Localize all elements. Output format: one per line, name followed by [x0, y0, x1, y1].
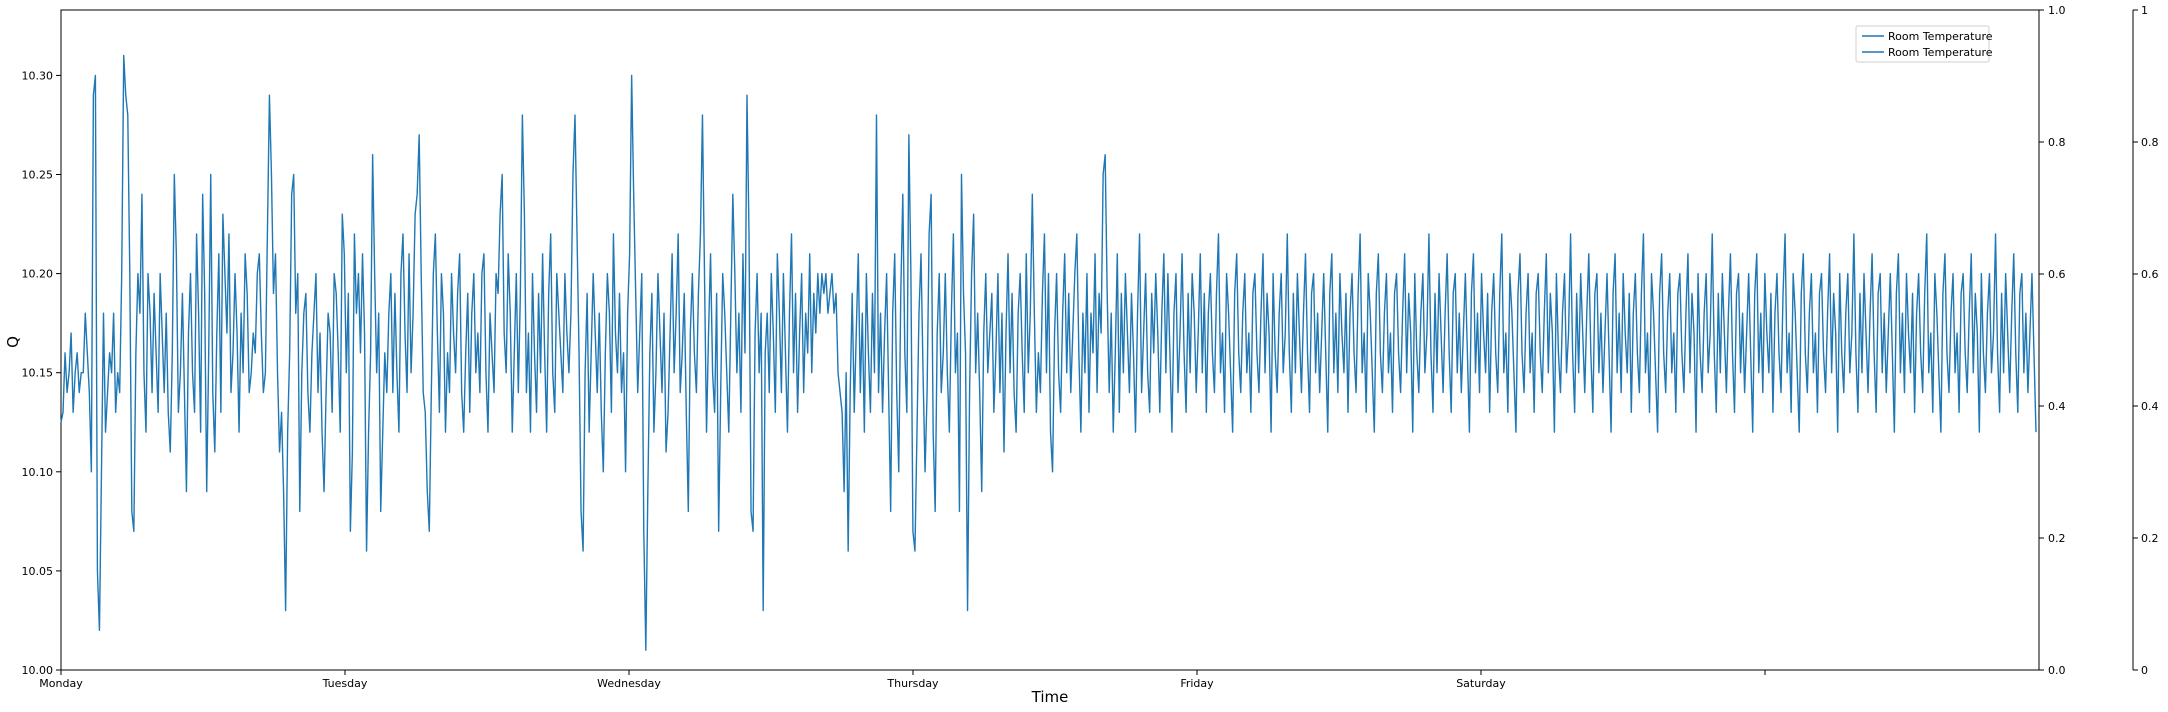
- series-line-room-temperature: [60, 54, 2037, 651]
- y-tick-label-far-right-1: 0.2: [2141, 532, 2159, 545]
- x-axis-label: Time: [1031, 688, 1069, 706]
- y-tick-label-left-5: 10.25: [22, 169, 54, 182]
- y-tick-label-far-right-5: 1: [2141, 4, 2148, 17]
- x-tick-label-5: Saturday: [1456, 677, 1506, 690]
- y-axis-label: Q: [4, 336, 22, 348]
- x-tick-label-4: Friday: [1180, 677, 1214, 690]
- legend: Room Temperature Room Temperature: [1855, 25, 1993, 63]
- x-tick-label-1: Tuesday: [322, 677, 368, 690]
- legend-entry-2: Room Temperature: [1888, 46, 1993, 59]
- y-tick-label-left-6: 10.30: [22, 69, 54, 82]
- y-tick-label-left-0: 10.00: [22, 664, 54, 677]
- y-tick-label-right-5: 1.0: [2048, 4, 2066, 17]
- y-tick-label-left-3: 10.15: [22, 367, 54, 380]
- y-tick-label-left-2: 10.10: [22, 466, 54, 479]
- x-axis: Monday Tuesday Wednesday Thursday Friday Satu…: [39, 670, 1766, 690]
- y-tick-label-right-3: 0.6: [2048, 268, 2066, 281]
- y-tick-label-right-0: 0.0: [2048, 664, 2066, 677]
- plot-area-frame: [60, 9, 2040, 671]
- y-tick-label-left-1: 10.05: [22, 565, 54, 578]
- x-tick-label-0: Monday: [39, 677, 83, 690]
- y-tick-label-left-4: 10.20: [22, 268, 54, 281]
- x-tick-label-3: Thursday: [886, 677, 939, 690]
- y-axis-left: 10.00 10.05 10.10 10.15 10.20 10.25 10.30: [22, 69, 61, 677]
- x-tick-label-2: Wednesday: [597, 677, 661, 690]
- y-tick-label-far-right-4: 0.8: [2141, 136, 2159, 149]
- y-tick-label-far-right-2: 0.4: [2141, 400, 2159, 413]
- legend-box: [1855, 25, 1990, 63]
- y-tick-label-far-right-0: 0: [2141, 664, 2148, 677]
- y-tick-label-far-right-3: 0.6: [2141, 268, 2159, 281]
- y-axis-right: 0.0 0.2 0.4 0.6 0.8 1.0: [2039, 4, 2066, 677]
- y-tick-label-right-2: 0.4: [2048, 400, 2066, 413]
- y-tick-label-right-4: 0.8: [2048, 136, 2066, 149]
- series-layer: [60, 54, 2037, 651]
- y-axis-far-right: 0 0.2 0.4 0.6 0.8 1: [2132, 4, 2159, 677]
- legend-entry-1: Room Temperature: [1888, 30, 1993, 43]
- y-tick-label-right-1: 0.2: [2048, 532, 2066, 545]
